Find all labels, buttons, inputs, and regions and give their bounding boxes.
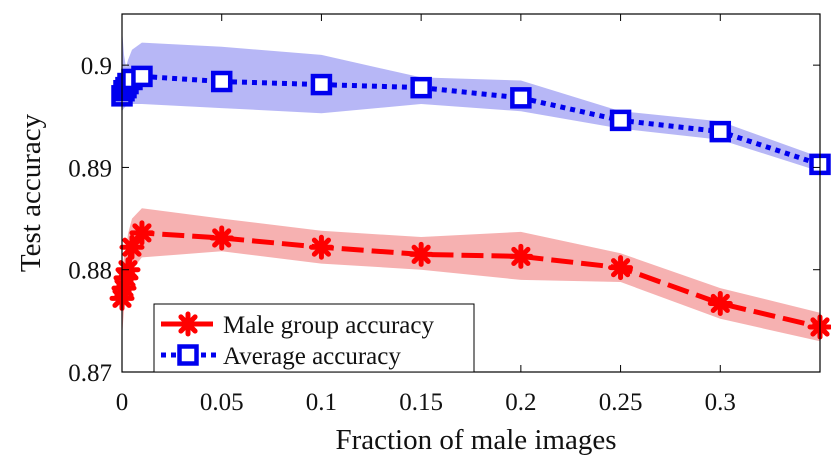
y-axis-label: Test accuracy xyxy=(15,113,47,272)
y-tick-label: 0.87 xyxy=(68,360,112,387)
x-tick-label: 0.2 xyxy=(505,389,536,416)
x-tick-labels: 0 0.05 0.1 0.15 0.2 0.25 0.3 xyxy=(116,389,736,416)
point-average-7 xyxy=(310,73,333,96)
legend-marker-male-group xyxy=(175,311,201,337)
point-male-group-11 xyxy=(707,290,733,316)
y-tick-label: 0.9 xyxy=(81,53,112,80)
x-tick-label: 0 xyxy=(116,389,129,416)
legend-label-male-group: Male group accuracy xyxy=(223,312,434,339)
point-average-8 xyxy=(410,76,432,99)
legend-marker-average xyxy=(177,344,199,366)
x-tick-label: 0.1 xyxy=(306,389,337,416)
point-male-group-7 xyxy=(308,234,334,260)
x-tick-label: 0.15 xyxy=(399,389,443,416)
band-male-group xyxy=(122,208,820,342)
point-male-group-6 xyxy=(209,225,235,251)
point-average-9 xyxy=(510,87,532,109)
point-male-group-8 xyxy=(408,241,434,267)
point-average-5 xyxy=(131,65,153,88)
point-male-group-10 xyxy=(608,255,634,281)
legend: Male group accuracy Average accuracy xyxy=(153,303,475,373)
legend-square-icon xyxy=(177,344,199,366)
point-average-10 xyxy=(609,109,632,132)
y-tick-labels: 0.87 0.88 0.89 0.9 xyxy=(68,53,112,387)
point-average-6 xyxy=(210,70,233,93)
y-tick-label: 0.88 xyxy=(68,258,112,285)
x-tick-label: 0.3 xyxy=(705,389,736,416)
legend-box xyxy=(153,303,475,373)
x-tick-label: 0.25 xyxy=(599,389,643,416)
series-markers xyxy=(109,65,831,340)
x-tick-label: 0.05 xyxy=(200,389,244,416)
point-male-group-9 xyxy=(508,243,534,269)
legend-asterisk-icon xyxy=(175,311,201,337)
confidence-bands xyxy=(122,29,820,342)
point-average-11 xyxy=(709,120,732,143)
band-average xyxy=(122,29,820,172)
point-male-group-5 xyxy=(129,220,155,246)
legend-label-average: Average accuracy xyxy=(223,343,401,370)
y-tick-label: 0.89 xyxy=(68,155,112,182)
x-axis-label: Fraction of male images xyxy=(335,424,616,456)
point-male-group-4 xyxy=(119,234,145,260)
legend-entry-average: Average accuracy xyxy=(161,343,401,370)
legend-entry-male-group: Male group accuracy xyxy=(161,311,434,339)
